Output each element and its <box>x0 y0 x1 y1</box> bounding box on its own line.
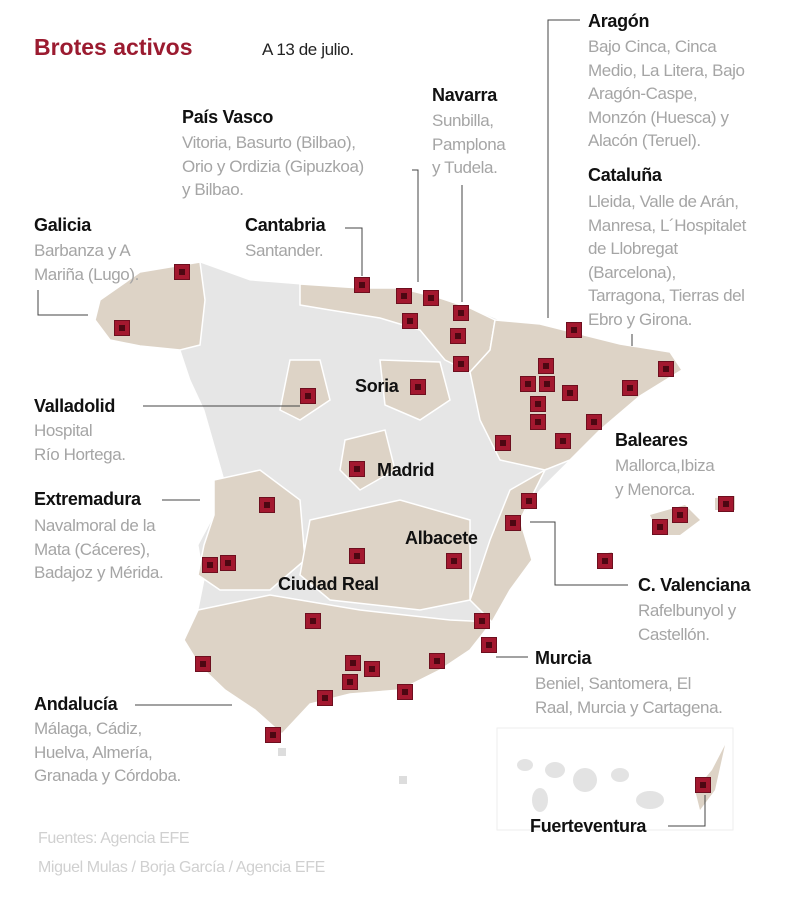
desc-baleares: Mallorca,Ibiza y Menorca. <box>615 456 715 499</box>
outbreak-marker <box>586 414 602 430</box>
outbreak-marker <box>265 727 281 743</box>
label-galicia: Galicia <box>34 215 91 235</box>
canary-islands <box>517 759 664 812</box>
page-title: Brotes activos <box>34 34 193 60</box>
leader-lines <box>37 19 706 827</box>
outbreak-marker <box>495 435 511 451</box>
outbreak-marker <box>481 637 497 653</box>
label-valladolid: Valladolid <box>34 396 116 416</box>
label-andalucia: Andalucía <box>34 694 118 714</box>
region-andalucia <box>183 594 494 736</box>
label-madrid: Madrid <box>377 460 435 480</box>
outbreak-marker <box>305 613 321 629</box>
region-castilla-lm <box>299 499 471 611</box>
outbreak-marker <box>453 305 469 321</box>
desc-extremadura: Navalmoral de la Mata (Cáceres), Badajoz y… <box>34 516 164 582</box>
desc-valenciana: Rafelbunyol y Castellón. <box>638 601 736 644</box>
desc-valladolid: Hospital Río Hortega. <box>34 421 126 464</box>
outbreak-marker <box>345 655 361 671</box>
outbreak-marker <box>429 653 445 669</box>
outbreak-marker <box>658 361 674 377</box>
outbreak-marker <box>555 433 571 449</box>
label-baleares: Baleares <box>615 430 688 450</box>
label-fuerteventura: Fuerteventura <box>530 816 647 836</box>
desc-andalucia: Málaga, Cádiz, Huelva, Almería, Granada y … <box>34 719 181 785</box>
outbreak-marker <box>342 674 358 690</box>
outbreak-marker <box>396 288 412 304</box>
desc-galicia: Barbanza y A Mariña (Lugo). <box>34 241 139 284</box>
outbreak-marker <box>410 379 426 395</box>
desc-cantabria: Santander. <box>245 241 324 260</box>
label-navarra: Navarra <box>432 85 497 105</box>
sources: Fuentes: Agencia EFE <box>38 830 190 847</box>
outbreak-marker <box>317 690 333 706</box>
label-pais-vasco: País Vasco <box>182 107 274 127</box>
outbreak-marker <box>474 613 490 629</box>
outbreak-marker <box>354 277 370 293</box>
label-valenciana: C. Valenciana <box>638 575 751 595</box>
label-albacete: Albacete <box>405 528 478 548</box>
label-murcia: Murcia <box>535 648 592 668</box>
outbreak-marker <box>446 553 462 569</box>
outbreak-marker <box>259 497 275 513</box>
canary-inset-frame <box>496 727 734 831</box>
outbreak-marker <box>349 461 365 477</box>
outbreak-marker <box>652 519 668 535</box>
desc-aragon: Bajo Cinca, Cinca Medio, La Litera, Bajo A… <box>588 37 745 150</box>
label-extremadura: Extremadura <box>34 489 141 509</box>
outbreak-marker <box>220 555 236 571</box>
credits: Miguel Mulas / Borja García / Agencia EF… <box>38 859 325 876</box>
label-soria: Soria <box>355 376 399 396</box>
outbreak-marker <box>349 548 365 564</box>
outbreak-marker <box>566 322 582 338</box>
outbreak-marker <box>202 557 218 573</box>
outbreak-marker <box>530 414 546 430</box>
outbreak-marker <box>453 356 469 372</box>
label-ciudad-real: Ciudad Real <box>278 574 379 594</box>
outbreak-marker <box>597 553 613 569</box>
outbreak-marker <box>562 385 578 401</box>
outbreak-marker <box>622 380 638 396</box>
outbreak-marker <box>538 358 554 374</box>
date-subtitle: A 13 de julio. <box>262 40 354 59</box>
label-cantabria: Cantabria <box>245 215 326 235</box>
outbreak-marker <box>539 376 555 392</box>
label-cataluna: Cataluña <box>588 165 662 185</box>
outbreak-marker <box>402 313 418 329</box>
outbreak-marker <box>505 515 521 531</box>
label-aragon: Aragón <box>588 11 650 31</box>
outbreak-marker <box>530 396 546 412</box>
affected-regions <box>94 261 684 736</box>
outbreak-marker <box>672 507 688 523</box>
desc-murcia: Beniel, Santomera, El Raal, Murcia y Cart… <box>535 674 723 717</box>
outbreak-marker <box>174 264 190 280</box>
outbreak-marker <box>195 656 211 672</box>
outbreak-marker <box>300 388 316 404</box>
outbreak-marker <box>423 290 439 306</box>
outbreak-marker <box>450 328 466 344</box>
outbreak-marker <box>397 684 413 700</box>
outbreak-marker <box>521 493 537 509</box>
desc-cataluna: Lleida, Valle de Arán, Manresa, L´Hospita… <box>588 192 746 329</box>
outbreak-marker <box>520 376 536 392</box>
outbreak-marker <box>718 496 734 512</box>
desc-navarra: Sunbilla, Pamplona y Tudela. <box>432 111 506 177</box>
outbreak-marker <box>695 777 711 793</box>
outbreak-marker <box>114 320 130 336</box>
outbreak-marker <box>364 661 380 677</box>
desc-pais-vasco: Vitoria, Basurto (Bilbao), Orio y Ordizia… <box>182 133 364 199</box>
